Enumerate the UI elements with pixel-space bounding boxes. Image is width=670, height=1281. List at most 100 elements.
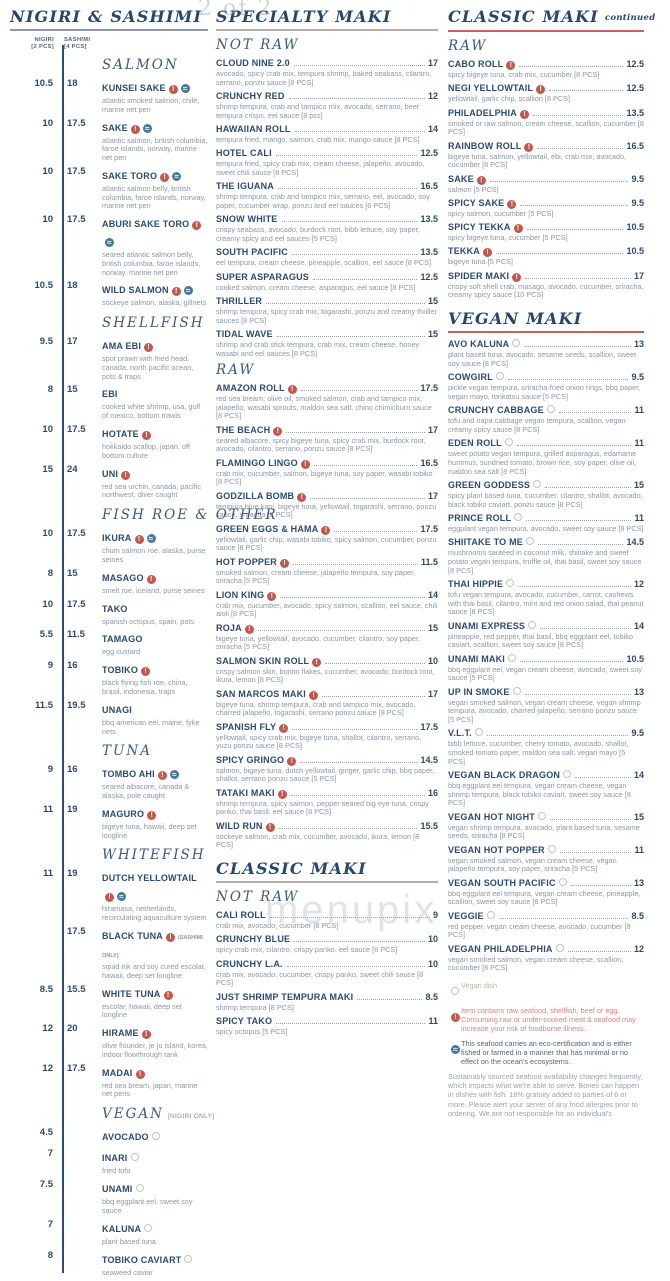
item-price: 14.5 xyxy=(420,754,438,765)
menu-item: 9.5 17 AMA EBI! spot prawn with fried head,… xyxy=(10,336,208,381)
raw-icon: ! xyxy=(321,525,331,535)
item-desc: crab mix, avocado, cucumber [8 PCS] xyxy=(216,921,339,930)
vegan-icon xyxy=(528,620,537,629)
eco-icon: ≈ xyxy=(451,1045,460,1055)
item-price: 14 xyxy=(427,124,438,134)
vegan-icon xyxy=(135,1184,144,1193)
menu-item: AVO KALUNA 13 plant based tuna, avocado, s… xyxy=(448,339,644,368)
dotted-leader xyxy=(520,660,624,662)
item-desc: salmon [5 PCS] xyxy=(448,184,499,194)
menu-item-line: TIDAL WAVE 15 xyxy=(216,329,438,340)
item-price: 13.5 xyxy=(420,247,438,258)
item-price: 16.5 xyxy=(626,140,644,151)
menu-item-line: SNOW WHITE 13.5 xyxy=(216,214,438,225)
dotted-leader xyxy=(278,827,418,829)
dotted-leader xyxy=(293,563,418,565)
item-price: 17 xyxy=(633,270,644,281)
vegan-icon xyxy=(512,339,521,348)
eco-icon: ≈ xyxy=(117,892,126,902)
item-price: 15 xyxy=(427,622,438,633)
item-desc: yellowtail, garlic chip, scallion [8 PCS… xyxy=(448,94,571,104)
sashimi-price xyxy=(60,1179,102,1215)
item-name: VEGAN BLACK DRAGON xyxy=(448,770,561,780)
menu-item: 9 16 TOBIKO! black flying fish roe, china, … xyxy=(10,660,208,696)
item-price: 12.5 xyxy=(626,59,644,69)
section-title-text: SPECIALTY MAKI xyxy=(216,7,392,26)
item-price: 12 xyxy=(427,91,438,101)
item-price: 9.5 xyxy=(631,728,644,739)
item-price: 17.5 xyxy=(420,721,438,732)
section-title: VEGAN MAKI xyxy=(448,310,644,328)
item-price: 13 xyxy=(633,339,644,350)
subsection-header: NOT RAW xyxy=(216,889,300,905)
dotted-leader xyxy=(570,884,631,886)
item-name: SAN MARCOS MAKI xyxy=(216,688,306,699)
item-desc: crab mix, cucumber, salmon, bigeye tuna,… xyxy=(216,468,433,487)
menu-item-line: TAMAGO xyxy=(102,629,208,647)
menu-item-line: THAI HIPPIE 12 xyxy=(448,578,644,590)
menu-item-line: MAGURO! xyxy=(102,804,208,822)
menu-item-line: THRILLER 15 xyxy=(216,296,438,307)
menu-item-line: AVO KALUNA 13 xyxy=(448,339,644,350)
legend-text-eco: This seafood carries an eco-certificatio… xyxy=(461,1038,632,1066)
vegan-icon xyxy=(130,1153,139,1162)
item-body: BLACK TUNA! (SASHIMI ONLY) squid ink and s… xyxy=(102,926,208,980)
item-desc: yellowtail, spicy crab mix, bigeye tuna,… xyxy=(216,732,422,751)
nigiri-price: 12 xyxy=(42,1023,53,1035)
menu-item: SPICY SAKE! 9.5 spicy salmon, cucumber [5 … xyxy=(448,198,644,219)
sashimi-price xyxy=(60,1127,102,1145)
item-desc: sockeye salmon, crab mix, cucumber, avoc… xyxy=(216,831,420,850)
item-name: SPIDER MAKI xyxy=(448,270,510,281)
item-price: 12 xyxy=(633,578,644,589)
footer-note: Sustainably sourced seafood availability… xyxy=(448,1071,643,1118)
dotted-leader xyxy=(526,229,624,231)
menu-item-line: HOTEL CALI 12.5 xyxy=(216,148,438,159)
legend-text-raw: Item contains raw seafood, shellfish, be… xyxy=(461,1005,636,1033)
page-number-watermark: 2 of 2 xyxy=(198,0,274,21)
nigiri-price: 9.5 xyxy=(39,336,53,348)
dotted-leader xyxy=(496,253,624,255)
menu-item: THRILLER 15 shrimp tempura, spicy crab mix… xyxy=(216,296,438,325)
item-desc: bbq eggplant eel tempura, vegan cream ch… xyxy=(448,888,641,907)
item-desc: vegan smoked salmon, vegan cream cheese,… xyxy=(448,954,624,973)
section-title: SPECIALTY MAKI xyxy=(216,8,438,26)
item-name: VEGAN HOT POPPER xyxy=(448,844,545,855)
sashimi-price: 20 xyxy=(67,1023,78,1035)
item-name: CALI ROLL xyxy=(216,910,266,920)
dotted-leader xyxy=(276,1022,426,1024)
item-body: AVOCADO xyxy=(102,1127,208,1145)
item-price: 17 xyxy=(427,424,438,435)
item-body: IKURA! ≈ chum salmon roe, alaska, purse se… xyxy=(102,528,208,564)
item-name: VEGGIE xyxy=(448,910,484,921)
item-name: COWGIRL xyxy=(448,372,493,383)
raw-icon: ! xyxy=(130,124,140,134)
dotted-leader xyxy=(322,695,425,697)
dotted-leader xyxy=(313,464,418,466)
item-name: CRUNCHY BLUE xyxy=(216,934,291,945)
dotted-leader xyxy=(357,998,423,1000)
item-desc: seared albacore, spicy bigeye tuna, spic… xyxy=(216,435,426,454)
item-name: KALUNA xyxy=(102,1223,142,1234)
section-title-text: CLASSIC MAKI xyxy=(216,859,367,878)
item-desc: black flying fish roe, china, brasil, in… xyxy=(102,678,188,697)
dotted-leader xyxy=(276,335,425,337)
item-desc: pickle vegan tempura, sriracha-fried oni… xyxy=(448,383,641,401)
menu-item: RAINBOW ROLL! 16.5 bigeye tuna, salmon, ye… xyxy=(448,141,644,170)
item-body: SAKE TORO! ≈ atlantic salmon belly, britis… xyxy=(102,166,208,211)
menu-item: 11.5 19.5 UNAGI bbq american eel, maine, fy… xyxy=(10,700,208,736)
dotted-leader xyxy=(559,851,632,853)
nigiri-section-header: WHITEFISH xyxy=(102,847,208,863)
item-name: IKURA xyxy=(102,533,132,544)
item-name: HAWAIIAN ROLL xyxy=(216,124,291,134)
item-body: ABURI SAKE TORO ! ≈ seared atlantic salmon … xyxy=(102,214,208,277)
item-desc: smoked or raw salmon, cream cheese, scal… xyxy=(448,118,644,137)
menu-item: CRUNCHY RED 12 shrimp tempura, crab and ta… xyxy=(216,91,438,120)
nigiri-price: 9 xyxy=(47,660,53,672)
vegan-icon xyxy=(538,811,547,820)
dotted-leader xyxy=(525,277,631,279)
vegan-icon xyxy=(184,1254,193,1263)
item-name: SOUTH PACIFIC xyxy=(216,247,288,258)
item-name: TATAKI MAKI xyxy=(216,787,275,798)
menu-item: SPANISH FLY! 17.5 yellowtail, spicy crab m… xyxy=(216,722,438,751)
menu-item: SPICY TAKO 11 spicy octopus [5 PCS] xyxy=(216,1016,438,1037)
